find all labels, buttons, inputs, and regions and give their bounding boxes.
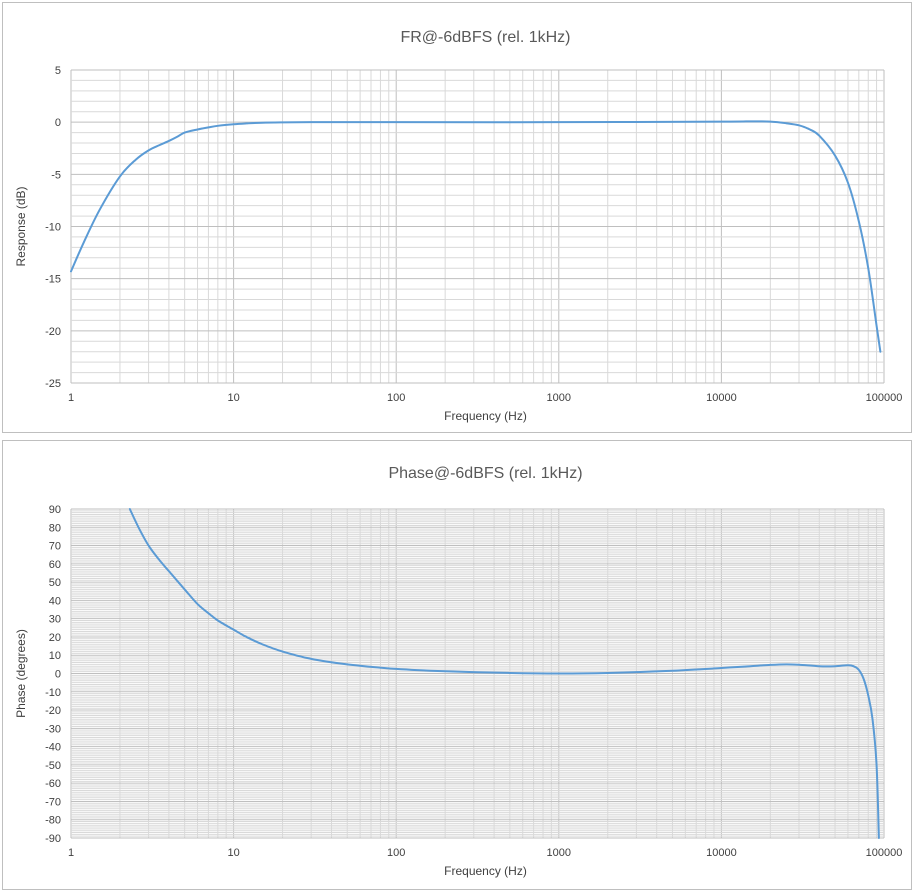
y-tick-label: -90 [45,833,61,845]
x-tick-label: 100 [387,392,405,404]
y-tick-label: 60 [49,559,61,571]
x-tick-label: 100 [387,847,405,859]
series-line [70,120,882,353]
series-line [128,508,880,839]
y-tick-label: -10 [45,687,61,699]
frequency-response-chart: 5 0 -5 -10 -15 -20 -25 1 10 100 1000 10000 100000 FR@… [2,2,912,433]
x-tick-label: 10000 [706,392,737,404]
x-tick-label: 100000 [866,392,903,404]
x-axis-label: Frequency (Hz) [444,864,527,878]
phase-plot: 9080706050403020100-10-20-30-40-50-60-70… [14,465,903,878]
y-tick-label: -25 [45,378,61,390]
y-tick-label: -60 [45,778,61,790]
y-tick-label: -20 [45,326,61,338]
y-tick-label: 0 [55,669,61,681]
x-tick-label: 100000 [866,847,903,859]
y-tick-label: 90 [49,504,61,516]
y-axis-label: Phase (degrees) [14,629,28,718]
y-tick-label: -70 [45,796,61,808]
y-tick-label: 50 [49,577,61,589]
y-tick-label: -5 [51,169,61,181]
chart-title: Phase@-6dBFS (rel. 1kHz) [388,465,582,482]
y-axis-label: Response (dB) [14,186,28,266]
y-tick-label: 20 [49,632,61,644]
y-tick-label: 30 [49,614,61,626]
y-tick-label: -15 [45,274,61,286]
y-tick-label: -50 [45,760,61,772]
x-tick-label: 10000 [706,847,737,859]
y-tick-label: -30 [45,723,61,735]
chart-title: FR@-6dBFS (rel. 1kHz) [400,29,570,46]
x-tick-label: 1000 [547,392,571,404]
x-tick-label: 10 [227,392,239,404]
x-tick-label: 1 [68,847,74,859]
y-tick-label: -20 [45,705,61,717]
y-tick-label: 40 [49,595,61,607]
y-tick-label: 80 [49,522,61,534]
y-tick-label: 10 [49,650,61,662]
y-tick-label: -40 [45,742,61,754]
y-tick-label: 0 [55,117,61,129]
x-tick-label: 1 [68,392,74,404]
y-tick-label: -80 [45,815,61,827]
x-tick-label: 1000 [547,847,571,859]
y-tick-label: 70 [49,541,61,553]
y-tick-label: -10 [45,222,61,234]
phase-chart: 90 80 70 60 50 40 30 20 10 0 -10 -20 -30 -40 -50 -60 -70… [2,440,912,890]
x-axis-label: Frequency (Hz) [444,409,527,423]
y-tick-label: 5 [55,65,61,77]
x-tick-label: 10 [227,847,239,859]
frequency-response-plot: 5 0 -5 -10 -15 -20 -25 1 10 100 1000 10000 100000 FR@… [14,29,903,423]
